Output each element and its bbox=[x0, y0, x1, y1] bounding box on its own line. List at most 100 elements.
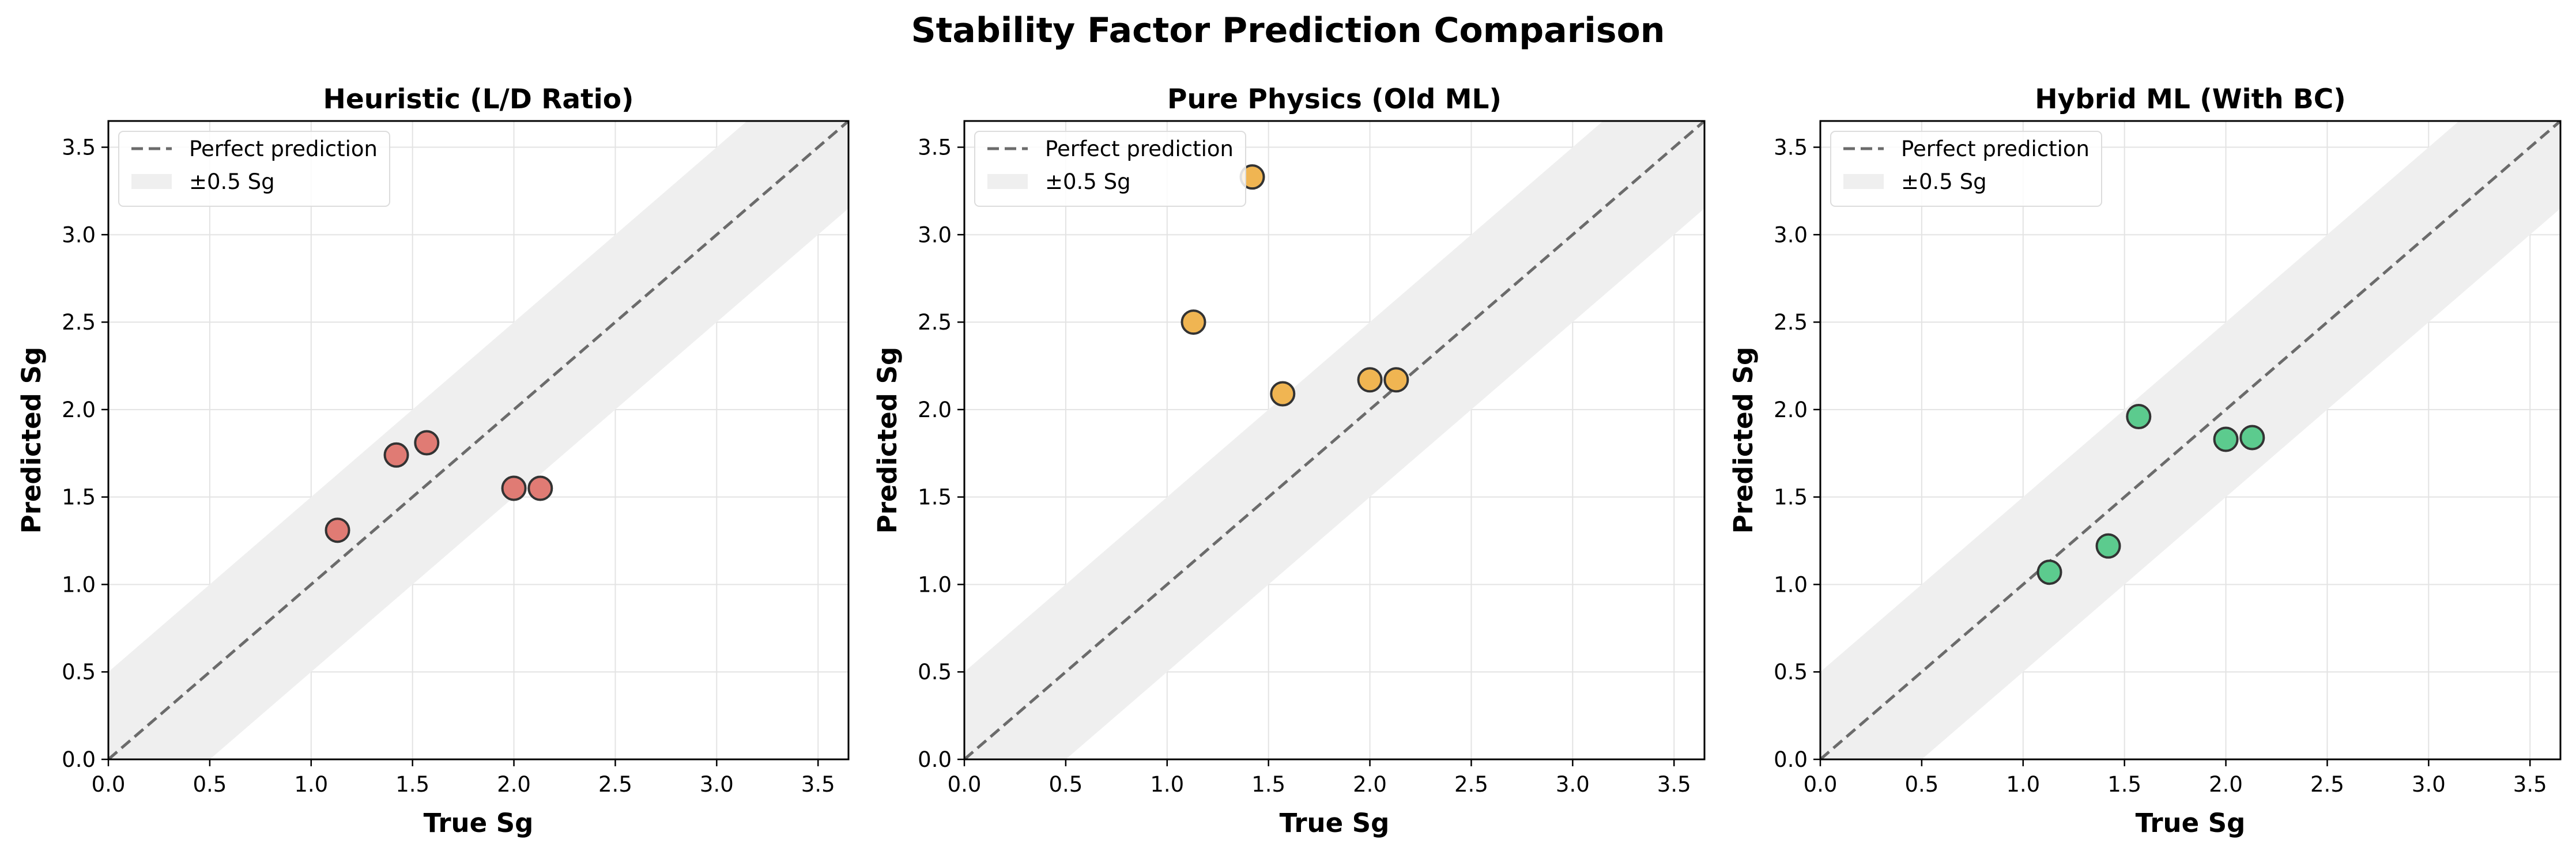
y-axis-label: Predicted Sg bbox=[872, 347, 903, 534]
legend-label-reference: Perfect prediction bbox=[1901, 137, 2090, 161]
perfect-prediction-line bbox=[108, 121, 848, 759]
x-tick-label: 1.0 bbox=[294, 772, 328, 797]
x-tick-label: 2.0 bbox=[2209, 772, 2243, 797]
y-tick-label: 2.0 bbox=[1774, 398, 1808, 422]
y-tick-label: 3.5 bbox=[918, 135, 952, 160]
y-tick-label: 2.5 bbox=[918, 310, 952, 335]
x-axis-label: True Sg bbox=[424, 808, 534, 838]
scatter-panel-1: 0.0 0.5 1.0 1.5 2.0 2.5 3.0 3.5 0.0 0.5 1.0 1.5 2.0 2… bbox=[16, 84, 850, 838]
data-point bbox=[414, 430, 440, 456]
y-tick-label: 1.5 bbox=[62, 485, 96, 510]
y-tick-label: 0.5 bbox=[1774, 660, 1808, 684]
x-tick-label: 1.5 bbox=[395, 772, 429, 797]
plot-area bbox=[1820, 121, 2560, 759]
y-tick-label: 1.0 bbox=[918, 572, 952, 597]
perfect-prediction-line bbox=[964, 121, 1704, 759]
x-tick-label: 1.5 bbox=[2107, 772, 2141, 797]
legend-box bbox=[118, 131, 390, 207]
x-tick-label: 0.5 bbox=[1904, 772, 1938, 797]
legend-label-reference: Perfect prediction bbox=[189, 137, 378, 161]
x-tick-label: 3.5 bbox=[1657, 772, 1691, 797]
axes-frame bbox=[107, 120, 850, 761]
figure-title: Stability Factor Prediction Comparison bbox=[911, 10, 1665, 51]
x-tick-label: 3.5 bbox=[2513, 772, 2547, 797]
perfect-prediction-line bbox=[1820, 121, 2560, 759]
data-point bbox=[325, 517, 350, 543]
legend: Perfect prediction ±0.5 Sg bbox=[1830, 131, 2102, 207]
x-tick-label: 2.5 bbox=[2310, 772, 2344, 797]
legend-box bbox=[974, 131, 1246, 207]
legend-band-swatch bbox=[1843, 174, 1884, 189]
y-tick-label: 3.5 bbox=[1774, 135, 1808, 160]
y-axis-label: Predicted Sg bbox=[1728, 347, 1759, 534]
y-tick-label: 1.0 bbox=[62, 572, 96, 597]
legend-label-band: ±0.5 Sg bbox=[1045, 169, 1131, 194]
y-tick-label: 1.0 bbox=[1774, 572, 1808, 597]
legend-box bbox=[1830, 131, 2102, 207]
data-point bbox=[1180, 309, 1206, 335]
x-tick-label: 0.0 bbox=[1804, 772, 1838, 797]
data-point bbox=[383, 442, 409, 468]
y-tick-label: 3.0 bbox=[62, 222, 96, 247]
y-tick-label: 2.0 bbox=[918, 398, 952, 422]
legend-label-band: ±0.5 Sg bbox=[189, 169, 275, 194]
y-tick-label: 2.5 bbox=[62, 310, 96, 335]
x-tick-label: 1.0 bbox=[2006, 772, 2040, 797]
legend-band-swatch bbox=[987, 174, 1028, 189]
y-tick-label: 0.5 bbox=[62, 660, 96, 684]
data-point bbox=[527, 475, 553, 501]
data-point bbox=[2095, 533, 2121, 559]
x-tick-label: 0.5 bbox=[1048, 772, 1083, 797]
x-tick-label: 0.0 bbox=[948, 772, 982, 797]
y-tick-label: 1.5 bbox=[1774, 485, 1808, 510]
y-axis-label: Predicted Sg bbox=[16, 347, 47, 534]
legend: Perfect prediction ±0.5 Sg bbox=[118, 131, 390, 207]
legend-band-swatch bbox=[131, 174, 172, 189]
y-tick-label: 3.5 bbox=[62, 135, 96, 160]
x-tick-label: 1.0 bbox=[1150, 772, 1184, 797]
axes-frame bbox=[1819, 120, 2562, 761]
panel-title: Hybrid ML (With BC) bbox=[2035, 84, 2346, 115]
y-tick-label: 3.0 bbox=[918, 222, 952, 247]
y-tick-label: 0.0 bbox=[1774, 747, 1808, 772]
x-tick-label: 2.5 bbox=[1454, 772, 1488, 797]
y-tick-label: 2.0 bbox=[62, 398, 96, 422]
x-axis-label: True Sg bbox=[1280, 808, 1390, 838]
panel-title: Pure Physics (Old ML) bbox=[1167, 84, 1502, 115]
x-tick-label: 1.5 bbox=[1251, 772, 1285, 797]
y-tick-label: 1.5 bbox=[918, 485, 952, 510]
x-tick-label: 2.0 bbox=[1353, 772, 1387, 797]
x-tick-label: 3.0 bbox=[1556, 772, 1590, 797]
data-point bbox=[2213, 426, 2239, 452]
data-point bbox=[1383, 367, 1409, 393]
data-point bbox=[2036, 559, 2062, 585]
legend-label-reference: Perfect prediction bbox=[1045, 137, 1234, 161]
x-tick-label: 0.0 bbox=[92, 772, 126, 797]
data-point bbox=[1270, 381, 1296, 407]
panel-title: Heuristic (L/D Ratio) bbox=[323, 84, 634, 115]
plot-area bbox=[108, 121, 848, 759]
data-point bbox=[1357, 367, 1383, 393]
axes-frame bbox=[963, 120, 1706, 761]
legend-label-band: ±0.5 Sg bbox=[1901, 169, 1987, 194]
x-tick-label: 3.0 bbox=[2412, 772, 2446, 797]
x-tick-label: 3.5 bbox=[801, 772, 835, 797]
x-tick-label: 2.0 bbox=[497, 772, 531, 797]
y-tick-label: 0.0 bbox=[918, 747, 952, 772]
x-tick-label: 0.5 bbox=[193, 772, 227, 797]
data-point bbox=[501, 475, 527, 501]
data-point bbox=[2126, 404, 2152, 430]
scatter-panel-3: 0.0 0.5 1.0 1.5 2.0 2.5 3.0 3.5 0.0 0.5 1.0 1.5 2.0 2… bbox=[1728, 84, 2562, 838]
x-axis-label: True Sg bbox=[2136, 808, 2246, 838]
y-tick-label: 0.5 bbox=[918, 660, 952, 684]
x-tick-label: 2.5 bbox=[598, 772, 632, 797]
y-tick-label: 2.5 bbox=[1774, 310, 1808, 335]
data-point bbox=[2239, 425, 2265, 451]
plot-area bbox=[964, 121, 1704, 759]
y-tick-label: 3.0 bbox=[1774, 222, 1808, 247]
x-tick-label: 3.0 bbox=[700, 772, 734, 797]
y-tick-label: 0.0 bbox=[62, 747, 96, 772]
legend: Perfect prediction ±0.5 Sg bbox=[974, 131, 1246, 207]
